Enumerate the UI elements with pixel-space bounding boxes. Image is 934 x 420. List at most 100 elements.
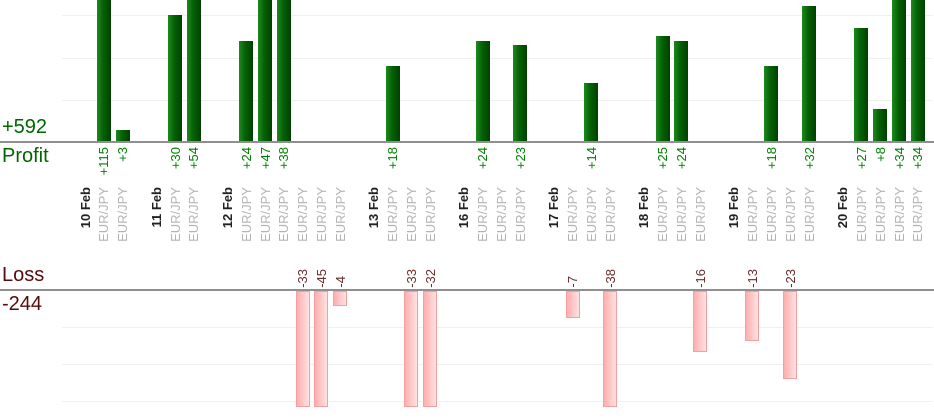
symbol-label: EUR/JPY: [422, 187, 438, 242]
profit-bar: [476, 41, 490, 143]
loss-value-label: -7: [565, 276, 581, 288]
symbol-label: EUR/JPY: [692, 187, 708, 242]
profit-value-label: +34: [891, 147, 907, 170]
profit-bar: [168, 15, 182, 143]
symbol-label: EUR/JPY: [332, 187, 348, 242]
loss-bar: [333, 291, 347, 306]
profit-value-label: +115: [96, 147, 112, 176]
symbol-label: EUR/JPY: [493, 187, 509, 242]
profit-bar: [258, 0, 272, 143]
profit-gridline: [62, 58, 933, 59]
profit-bar: [513, 45, 527, 143]
loss-bar: [603, 291, 617, 407]
loss-bar: [566, 291, 580, 318]
loss-bar: [296, 291, 310, 407]
profit-value-label: +24: [475, 147, 491, 170]
loss-bar: [745, 291, 759, 341]
profit-gridline: [62, 15, 933, 16]
profit-bar: [802, 6, 816, 143]
loss-value-label: -16: [692, 269, 708, 288]
profit-gridline: [62, 100, 933, 101]
loss-value-label: -13: [745, 269, 761, 288]
symbol-label: EUR/JPY: [167, 187, 183, 242]
profit-value-label: +24: [673, 147, 689, 170]
symbol-label: EUR/JPY: [313, 187, 329, 242]
profit-axis-baseline: [0, 141, 934, 143]
profit-bar: [892, 0, 906, 143]
profit-bar: [854, 28, 868, 143]
profit-value-label: +3: [115, 147, 131, 162]
date-label: 18 Feb: [636, 187, 652, 229]
symbol-label: EUR/JPY: [891, 187, 907, 242]
profit-bar: [656, 36, 670, 143]
symbol-label: EUR/JPY: [872, 187, 888, 242]
profit-bar: [239, 41, 253, 143]
profit-bar: [911, 0, 925, 143]
symbol-label: EUR/JPY: [512, 187, 528, 242]
profit-axis-title: Profit: [2, 145, 49, 167]
profit-value-label: +54: [186, 147, 202, 170]
date-label: 20 Feb: [835, 187, 851, 229]
symbol-label: EUR/JPY: [475, 187, 491, 242]
profit-value-label: +23: [512, 147, 528, 170]
symbol-label: EUR/JPY: [295, 187, 311, 242]
date-label: 17 Feb: [546, 187, 562, 229]
loss-value-label: -33: [403, 269, 419, 288]
loss-bar: [783, 291, 797, 379]
profit-bar: [277, 0, 291, 143]
date-label: 12 Feb: [219, 187, 235, 229]
symbol-label: EUR/JPY: [186, 187, 202, 242]
loss-value-label: -45: [313, 269, 329, 288]
symbol-label: EUR/JPY: [782, 187, 798, 242]
symbol-label: EUR/JPY: [745, 187, 761, 242]
loss-value-label: -32: [422, 269, 438, 288]
loss-value-label: -33: [295, 269, 311, 288]
profit-value-label: +34: [910, 147, 926, 170]
loss-bar: [423, 291, 437, 407]
profit-value-label: +32: [801, 147, 817, 170]
profit-bar: [187, 0, 201, 143]
profit-bar: [386, 66, 400, 143]
date-label: 13 Feb: [366, 187, 382, 229]
symbol-label: EUR/JPY: [853, 187, 869, 242]
profit-bar: [873, 109, 887, 143]
date-label: 10 Feb: [77, 187, 93, 229]
symbol-label: EUR/JPY: [238, 187, 254, 242]
profit-value-label: +8: [872, 147, 888, 162]
loss-bar: [404, 291, 418, 407]
profit-value-label: +18: [763, 147, 779, 170]
profit-value-label: +18: [385, 147, 401, 170]
date-label: 16 Feb: [456, 187, 472, 229]
symbol-label: EUR/JPY: [276, 187, 292, 242]
profit-value-label: +25: [655, 147, 671, 170]
profit-bar: [116, 130, 130, 143]
loss-gridline: [62, 327, 933, 328]
symbol-label: EUR/JPY: [673, 187, 689, 242]
profit-bar: [97, 0, 111, 143]
profit-value-label: +30: [167, 147, 183, 170]
loss-value-label: -38: [602, 269, 618, 288]
loss-axis-baseline: [0, 289, 934, 291]
profit-value-label: +47: [257, 147, 273, 170]
profit-bar: [764, 66, 778, 143]
symbol-label: EUR/JPY: [96, 187, 112, 242]
profit-bar: [584, 83, 598, 143]
symbol-label: EUR/JPY: [655, 187, 671, 242]
symbol-label: EUR/JPY: [910, 187, 926, 242]
loss-plot-area: [0, 291, 934, 407]
symbol-label: EUR/JPY: [801, 187, 817, 242]
loss-value-label: -4: [332, 276, 348, 288]
loss-gridline: [62, 401, 933, 402]
symbol-label: EUR/JPY: [565, 187, 581, 242]
loss-axis-title: Loss: [2, 264, 45, 286]
loss-bar: [693, 291, 707, 352]
date-label: 11 Feb: [148, 187, 164, 228]
loss-value-label: -23: [782, 269, 798, 288]
profit-plot-area: [0, 0, 934, 143]
symbol-label: EUR/JPY: [385, 187, 401, 242]
symbol-label: EUR/JPY: [583, 187, 599, 242]
symbol-label: EUR/JPY: [763, 187, 779, 242]
date-label: 19 Feb: [726, 187, 742, 229]
symbol-label: EUR/JPY: [115, 187, 131, 242]
